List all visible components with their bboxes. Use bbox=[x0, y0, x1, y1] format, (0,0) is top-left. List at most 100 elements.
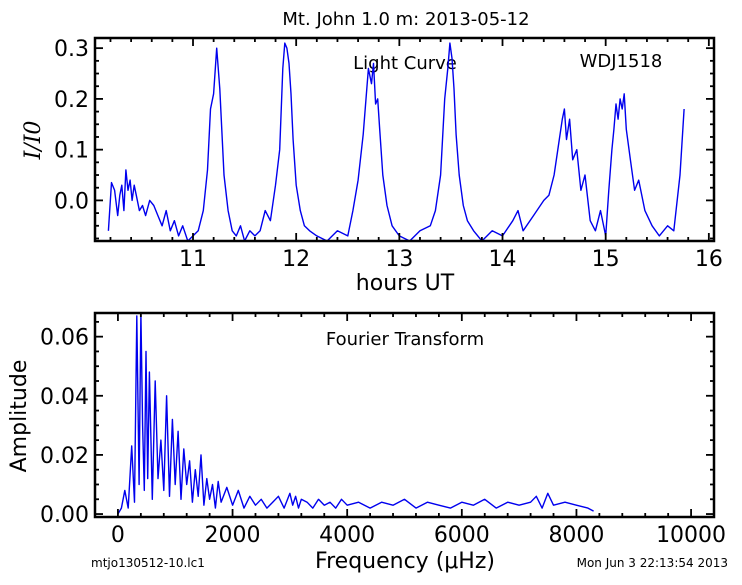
fourier-data-point bbox=[392, 505, 393, 506]
light-curve-data-point bbox=[467, 220, 468, 221]
fourier-data-point bbox=[507, 502, 508, 503]
light-curve-series-line bbox=[107, 42, 685, 241]
light-curve-data-point bbox=[419, 230, 420, 231]
light-curve-data-point bbox=[492, 230, 493, 231]
fourier-data-point bbox=[192, 502, 193, 503]
fourier-data-point bbox=[576, 505, 577, 506]
light-curve-data-point bbox=[170, 230, 171, 231]
light-curve-data-point bbox=[373, 63, 374, 64]
fourier-data-point bbox=[547, 493, 548, 494]
fourier-ytick-label: 0.06 bbox=[40, 326, 89, 351]
light-curve-data-point bbox=[178, 235, 179, 236]
light-curve-data-point bbox=[618, 119, 619, 120]
fourier-transform-plot: Fourier Transform Frequency (μHz) Amplit… bbox=[7, 311, 726, 574]
light-curve-data-point bbox=[108, 230, 109, 231]
fourier-data-point bbox=[139, 484, 140, 485]
light-curve-data-point bbox=[296, 185, 297, 186]
light-curve-data-point bbox=[684, 108, 685, 109]
fourier-data-point bbox=[180, 499, 181, 500]
light-curve-data-point bbox=[166, 210, 167, 211]
light-curve-data-point bbox=[125, 169, 126, 170]
fourier-data-point bbox=[415, 508, 416, 509]
light-curve-data-point bbox=[371, 83, 372, 84]
fourier-data-point bbox=[152, 499, 153, 500]
light-curve-data-point bbox=[449, 43, 450, 44]
light-curve-data-point bbox=[440, 174, 441, 175]
fourier-data-point bbox=[278, 496, 279, 497]
fourier-data-point bbox=[542, 508, 543, 509]
fourier-data-point bbox=[335, 508, 336, 509]
light-curve-data-point bbox=[644, 210, 645, 211]
light-curve-data-point bbox=[304, 225, 305, 226]
light-curve-xlabel: hours UT bbox=[356, 271, 455, 296]
fourier-data-point bbox=[160, 440, 161, 441]
light-curve-data-point bbox=[254, 235, 255, 236]
light-curve-data-point bbox=[260, 230, 261, 231]
footer-right: Mon Jun 3 22:13:54 2013 bbox=[577, 556, 728, 570]
fourier-data-point bbox=[149, 372, 150, 373]
light-curve-data-point bbox=[337, 230, 338, 231]
fourier-data-point bbox=[166, 395, 167, 396]
light-curve-data-point bbox=[562, 119, 563, 120]
light-curve-data-point bbox=[584, 174, 585, 175]
fourier-data-point bbox=[358, 502, 359, 503]
light-curve-data-point bbox=[667, 225, 668, 226]
fourier-ytick-label: 0.00 bbox=[40, 503, 89, 528]
fourier-data-point bbox=[195, 469, 196, 470]
light-curve-data-point bbox=[386, 205, 387, 206]
light-curve-data-point bbox=[316, 235, 317, 236]
light-curve-data-point bbox=[430, 225, 431, 226]
light-curve-data-point bbox=[517, 210, 518, 211]
footer-left: mtjo130512-10.lc1 bbox=[91, 556, 205, 570]
fourier-data-point bbox=[587, 508, 588, 509]
light-curve-data-point bbox=[114, 190, 115, 191]
light-curve-data-point bbox=[134, 185, 135, 186]
fourier-data-point bbox=[370, 508, 371, 509]
light-curve-data-point bbox=[207, 169, 208, 170]
fourier-data-point bbox=[301, 499, 302, 500]
fourier-data-point bbox=[553, 505, 554, 506]
fourier-data-point bbox=[249, 496, 250, 497]
fourier-data-point bbox=[124, 490, 125, 491]
light-curve-data-point bbox=[265, 210, 266, 211]
light-curve-data-point bbox=[210, 108, 211, 109]
light-curve-data-point bbox=[198, 230, 199, 231]
light-curve-data-point bbox=[232, 230, 233, 231]
light-curve-data-point bbox=[249, 230, 250, 231]
page-title: Mt. John 1.0 m: 2013-05-12 bbox=[282, 9, 529, 30]
light-curve-data-point bbox=[142, 205, 143, 206]
light-curve-data-point bbox=[608, 190, 609, 191]
fourier-data-point bbox=[536, 496, 537, 497]
light-curve-data-point bbox=[219, 88, 220, 89]
light-curve-data-point bbox=[626, 129, 627, 130]
light-curve-data-point bbox=[613, 129, 614, 130]
light-curve-data-point bbox=[679, 174, 680, 175]
light-curve-data-point bbox=[569, 119, 570, 120]
light-curve-data-point bbox=[600, 210, 601, 211]
light-curve-data-point bbox=[463, 205, 464, 206]
light-curve-data-point bbox=[300, 210, 301, 211]
fourier-data-point bbox=[289, 493, 290, 494]
fourier-data-point bbox=[318, 499, 319, 500]
fourier-data-point bbox=[178, 431, 179, 432]
light-curve-data-point bbox=[590, 220, 591, 221]
fourier-data-point bbox=[172, 419, 173, 420]
fourier-data-point bbox=[147, 478, 148, 479]
light-curve-data-point bbox=[453, 88, 454, 89]
light-curve-data-point bbox=[379, 129, 380, 130]
light-curve-data-point bbox=[659, 235, 660, 236]
light-curve-ytick-label: 0.3 bbox=[54, 37, 89, 62]
light-curve-data-point bbox=[620, 98, 621, 99]
light-curve-data-point bbox=[576, 149, 577, 150]
light-curve-data-point bbox=[523, 230, 524, 231]
fourier-data-point bbox=[284, 508, 285, 509]
fourier-data-point bbox=[238, 490, 239, 491]
light-curve-data-point bbox=[174, 220, 175, 221]
light-curve-data-point bbox=[279, 149, 280, 150]
light-curve-data-point bbox=[375, 103, 376, 104]
light-curve-data-point bbox=[216, 48, 217, 49]
light-curve-data-point bbox=[595, 230, 596, 231]
light-curve-data-point bbox=[117, 215, 118, 216]
fourier-data-point bbox=[341, 499, 342, 500]
fourier-data-point bbox=[484, 499, 485, 500]
